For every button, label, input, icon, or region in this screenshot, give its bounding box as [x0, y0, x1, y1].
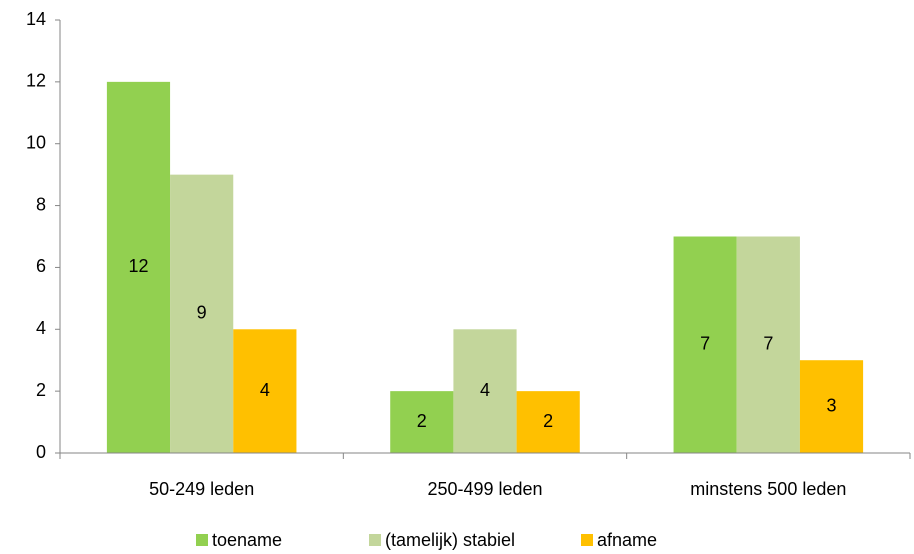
data-label: 7 [700, 334, 710, 354]
legend-label: toename [212, 530, 282, 550]
y-tick-label: 14 [26, 9, 46, 29]
data-label: 3 [827, 395, 837, 415]
data-label: 4 [480, 380, 490, 400]
y-tick-label: 6 [36, 256, 46, 276]
y-tick-label: 4 [36, 318, 46, 338]
bar [170, 174, 234, 453]
x-tick-label: 250-499 leden [427, 479, 542, 499]
bar [390, 391, 454, 453]
bar [736, 236, 800, 453]
data-label: 2 [543, 411, 553, 431]
legend-swatch [581, 534, 593, 546]
bar [233, 329, 297, 453]
data-label: 4 [260, 380, 270, 400]
legend-swatch [369, 534, 381, 546]
legend-swatch [196, 534, 208, 546]
y-tick-label: 12 [26, 71, 46, 91]
x-tick-label: 50-249 leden [149, 479, 254, 499]
data-label: 12 [128, 256, 148, 276]
data-label: 2 [417, 411, 427, 431]
bar [106, 81, 171, 453]
bar [453, 329, 517, 453]
legend-label: (tamelijk) stabiel [385, 530, 515, 550]
y-tick-label: 8 [36, 194, 46, 214]
bar [799, 360, 864, 453]
bar [516, 391, 580, 453]
y-tick-label: 0 [36, 442, 46, 462]
legend-label: afname [597, 530, 657, 550]
x-tick-label: minstens 500 leden [690, 479, 846, 499]
y-tick-label: 10 [26, 132, 46, 152]
bar [673, 236, 737, 453]
data-label: 7 [763, 334, 773, 354]
y-tick-label: 2 [36, 380, 46, 400]
data-label: 9 [197, 303, 207, 323]
